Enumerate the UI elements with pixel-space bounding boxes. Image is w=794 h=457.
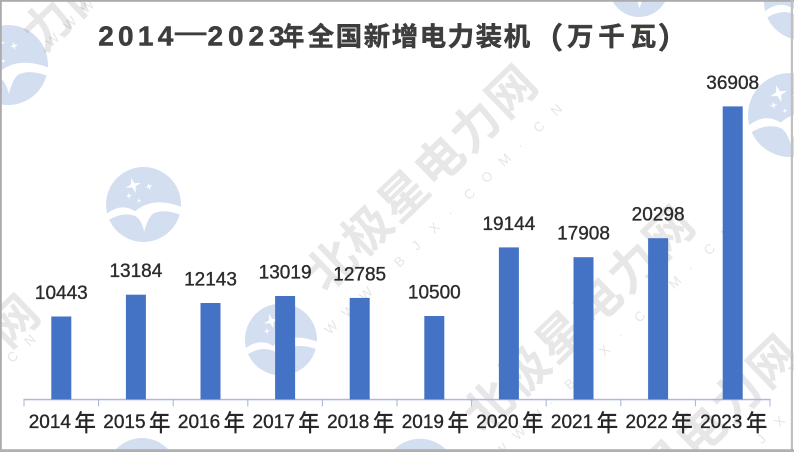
svg-text:2019: 2019: [402, 412, 444, 433]
svg-text:17908: 17908: [557, 224, 610, 245]
svg-text:20298: 20298: [632, 205, 685, 226]
svg-text:2016: 2016: [178, 412, 220, 433]
svg-text:2020: 2020: [476, 412, 518, 433]
svg-text:2014: 2014: [29, 412, 72, 433]
svg-text:2023: 2023: [700, 412, 742, 433]
svg-text:13184: 13184: [109, 261, 162, 282]
svg-text:2021: 2021: [551, 412, 593, 433]
svg-text:2023: 2023: [208, 21, 290, 52]
svg-text:10443: 10443: [35, 283, 88, 304]
svg-text:2017: 2017: [253, 412, 295, 433]
svg-text:36908: 36908: [706, 73, 759, 94]
svg-text:19144: 19144: [482, 214, 535, 235]
svg-text:10500: 10500: [408, 283, 461, 304]
svg-text:12785: 12785: [333, 264, 386, 285]
svg-text:2014: 2014: [98, 21, 178, 52]
svg-text:13019: 13019: [259, 263, 312, 284]
svg-text:2015: 2015: [103, 412, 145, 433]
svg-text:2018: 2018: [327, 412, 369, 433]
svg-text:12143: 12143: [184, 270, 237, 291]
svg-text:2022: 2022: [626, 412, 668, 433]
